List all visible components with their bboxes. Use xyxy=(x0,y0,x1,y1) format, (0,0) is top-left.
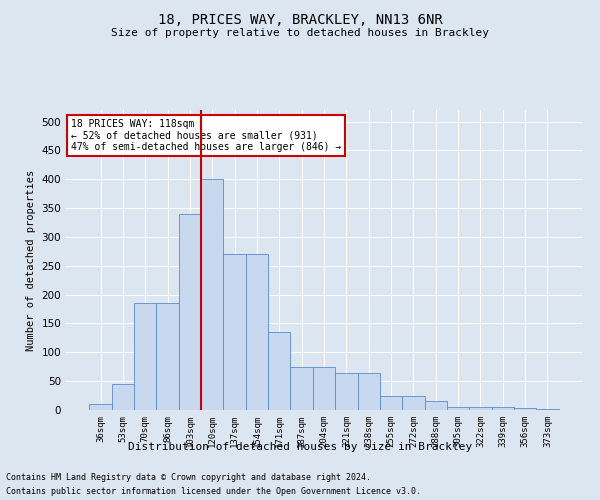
Text: 18 PRICES WAY: 118sqm
← 52% of detached houses are smaller (931)
47% of semi-det: 18 PRICES WAY: 118sqm ← 52% of detached … xyxy=(71,119,341,152)
Bar xyxy=(246,254,268,410)
Bar xyxy=(313,366,335,410)
Bar xyxy=(358,372,380,410)
Bar xyxy=(335,372,358,410)
Bar xyxy=(179,214,201,410)
Bar xyxy=(402,396,425,410)
Bar xyxy=(201,179,223,410)
Bar xyxy=(290,366,313,410)
Bar xyxy=(134,304,157,410)
Bar xyxy=(536,409,559,410)
Text: 18, PRICES WAY, BRACKLEY, NN13 6NR: 18, PRICES WAY, BRACKLEY, NN13 6NR xyxy=(158,12,442,26)
Text: Contains public sector information licensed under the Open Government Licence v3: Contains public sector information licen… xyxy=(6,488,421,496)
Text: Size of property relative to detached houses in Brackley: Size of property relative to detached ho… xyxy=(111,28,489,38)
Bar xyxy=(89,404,112,410)
Bar xyxy=(491,407,514,410)
Bar xyxy=(223,254,246,410)
Text: Distribution of detached houses by size in Brackley: Distribution of detached houses by size … xyxy=(128,442,472,452)
Bar xyxy=(447,407,469,410)
Bar xyxy=(380,396,402,410)
Text: Contains HM Land Registry data © Crown copyright and database right 2024.: Contains HM Land Registry data © Crown c… xyxy=(6,472,371,482)
Bar xyxy=(514,408,536,410)
Bar xyxy=(268,332,290,410)
Bar xyxy=(425,402,447,410)
Bar xyxy=(112,384,134,410)
Y-axis label: Number of detached properties: Number of detached properties xyxy=(26,170,36,350)
Bar xyxy=(157,304,179,410)
Bar xyxy=(469,407,491,410)
